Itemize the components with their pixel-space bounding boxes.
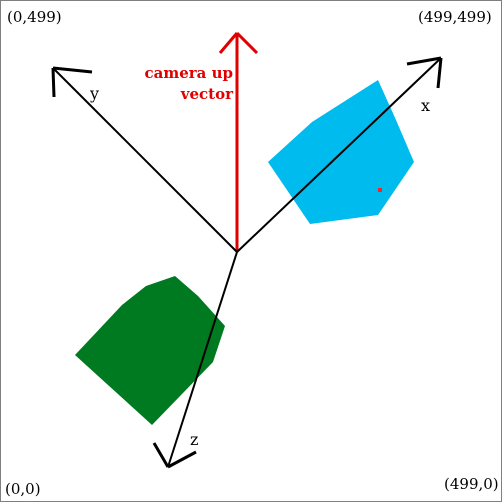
- green-shape: [75, 276, 225, 425]
- corner-label-top-right: (499,499): [418, 8, 492, 26]
- camera-up-vector: [218, 31, 259, 252]
- x-axis: [236, 56, 443, 253]
- corner-label-bottom-left: (0,0): [5, 480, 41, 498]
- y-axis-label: y: [89, 84, 99, 103]
- camera-up-label-line1: camera up: [144, 64, 233, 82]
- y-axis: [51, 66, 238, 253]
- z-axis: [152, 251, 238, 469]
- marker-dot: [378, 188, 382, 192]
- x-axis-label: x: [421, 96, 430, 115]
- corner-label-bottom-right: (499,0): [444, 475, 499, 493]
- corner-label-top-left: (0,499): [7, 8, 62, 26]
- camera-up-label-line2: vector: [180, 85, 234, 103]
- z-axis-label: z: [190, 430, 198, 449]
